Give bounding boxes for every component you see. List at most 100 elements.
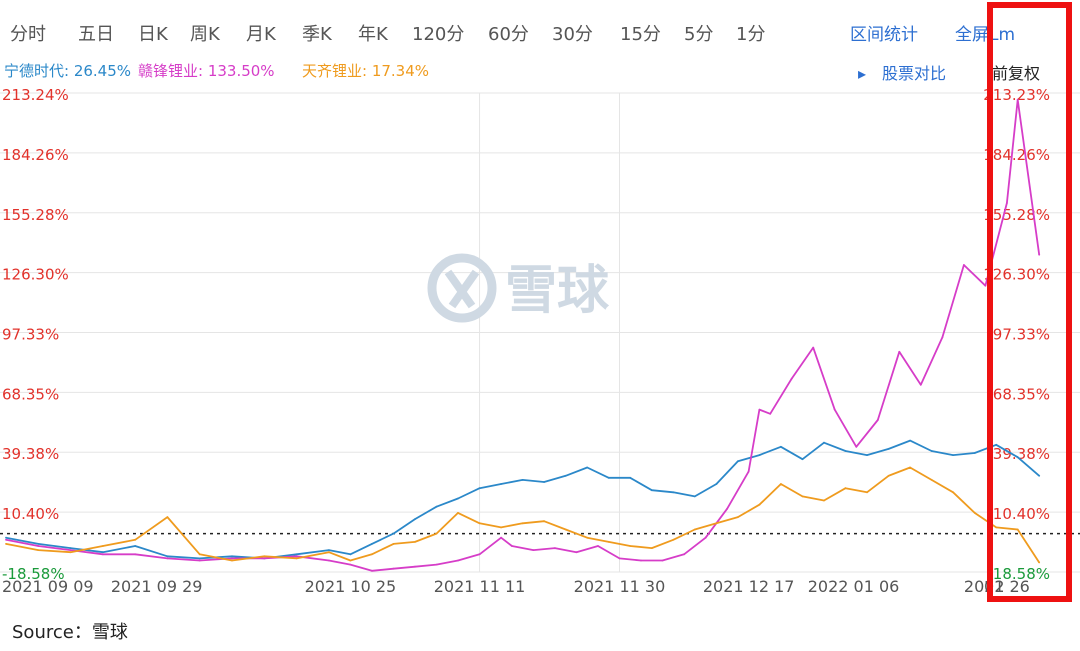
y-tick-right-7: 10.40% xyxy=(993,505,1050,523)
series-0-point-39 xyxy=(952,454,954,456)
period-tab-9[interactable]: 30分 xyxy=(552,24,593,45)
series-1-point-18 xyxy=(500,536,502,539)
source-caption: Source：雪球 xyxy=(12,622,128,643)
series-0-point-31 xyxy=(780,445,782,448)
series-1-point-15 xyxy=(435,563,438,566)
period-tab-11[interactable]: 5分 xyxy=(684,24,714,45)
series-0-point-5 xyxy=(166,555,169,558)
series-2-point-22 xyxy=(586,536,589,539)
series-1-point-16 xyxy=(457,559,459,562)
period-tab-1[interactable]: 五日 xyxy=(78,24,114,45)
series-2-point-16 xyxy=(457,512,459,514)
series-2-point-7 xyxy=(231,559,233,562)
series-0-point-40 xyxy=(973,452,976,454)
series-1-point-33 xyxy=(790,377,793,380)
series-0-point-20 xyxy=(543,481,545,483)
legend-item-catl: 宁德时代: 26.45% xyxy=(4,62,132,80)
series-1-point-29 xyxy=(726,507,728,510)
series-1-point-23 xyxy=(597,545,599,547)
series-2-point-2 xyxy=(69,551,72,554)
y-tick-right-3: 126.30% xyxy=(983,266,1050,284)
x-tick-3: 2021 11 11 xyxy=(434,577,526,596)
period-tab-2[interactable]: 日K xyxy=(138,24,168,45)
series-0-point-25 xyxy=(650,489,653,492)
y-tick-left-4: 97.33% xyxy=(2,326,59,344)
series-2-point-41 xyxy=(995,526,998,529)
series-1-point-22 xyxy=(575,551,578,554)
period-tab-12[interactable]: 1分 xyxy=(736,24,766,45)
series-0-point-30 xyxy=(758,454,761,456)
series-2-point-4 xyxy=(134,538,137,541)
series-1-point-35 xyxy=(833,408,836,411)
series-0-point-19 xyxy=(521,479,524,481)
series-2-point-5 xyxy=(166,516,169,518)
fullscreen-link[interactable]: 全屏Lm xyxy=(955,25,1016,45)
xueqiu-snowball-logo-icon xyxy=(427,253,497,323)
series-1-point-9 xyxy=(295,555,298,558)
series-1-point-4 xyxy=(134,553,137,556)
y-tick-right-2: 155.28% xyxy=(983,206,1050,224)
series-2-point-15 xyxy=(435,532,438,535)
series-0-point-38 xyxy=(930,450,933,452)
series-1-point-14 xyxy=(414,565,416,568)
range-stats-link[interactable]: 区间统计 xyxy=(850,25,918,45)
compare-toggle[interactable]: ▸ 股票对比 xyxy=(858,60,946,84)
series-2-point-10 xyxy=(328,551,330,554)
x-tick-2: 2021 10 25 xyxy=(305,577,397,596)
series-1-point-41 xyxy=(963,264,965,266)
series-1-point-24 xyxy=(618,557,621,560)
series-0-point-35 xyxy=(866,454,868,456)
series-1-point-37 xyxy=(876,419,879,421)
price-adjust-select[interactable]: 前复权 xyxy=(992,64,1041,83)
period-tab-0[interactable]: 分时 xyxy=(10,24,46,45)
period-tab-6[interactable]: 年K xyxy=(358,24,388,45)
period-tab-5[interactable]: 季K xyxy=(302,24,332,45)
series-1-point-26 xyxy=(661,559,664,562)
series-0-point-14 xyxy=(414,518,416,520)
series-2-point-30 xyxy=(758,503,761,506)
series-2-point-33 xyxy=(823,499,825,502)
series-0-point-12 xyxy=(371,543,373,545)
series-1-point-36 xyxy=(855,445,858,448)
series-2-point-19 xyxy=(521,522,524,525)
series-0-point-41 xyxy=(995,443,998,446)
series-2-point-9 xyxy=(295,557,298,560)
series-0-point-1 xyxy=(37,543,40,545)
period-tab-7[interactable]: 120分 xyxy=(412,24,465,45)
period-tab-10[interactable]: 15分 xyxy=(620,24,661,45)
series-0-point-6 xyxy=(198,557,201,560)
series-1-point-44 xyxy=(1016,98,1019,101)
series-2-point-34 xyxy=(844,487,847,490)
series-1-point-17 xyxy=(478,553,481,556)
series-0-point-7 xyxy=(231,555,233,558)
period-tab-4[interactable]: 月K xyxy=(246,24,276,45)
period-tab-8[interactable]: 60分 xyxy=(488,24,529,45)
series-2-point-27 xyxy=(693,528,696,531)
y-tick-right-5: 68.35% xyxy=(993,385,1050,403)
series-2-point-24 xyxy=(629,545,632,547)
x-tick-5: 2021 12 17 xyxy=(703,577,795,596)
x-tick-6: 2022 01 06 xyxy=(808,577,900,596)
period-tab-3[interactable]: 周K xyxy=(190,24,220,45)
series-2-point-29 xyxy=(737,516,739,518)
y-axis-right: 213.23% 184.26% 155.28% 126.30% 97.33% 68.35%… xyxy=(983,86,1050,583)
series-1-point-38 xyxy=(898,350,901,353)
y-tick-right-8: -18.58% xyxy=(987,565,1050,583)
series-2-point-18 xyxy=(500,526,502,529)
y-tick-left-2: 155.28% xyxy=(2,206,69,224)
x-axis: 2021 09 09 2021 09 29 2021 10 25 2021 11 11… xyxy=(2,577,1030,596)
series-2-point-0 xyxy=(5,543,7,545)
series-0-point-28 xyxy=(715,483,718,485)
y-tick-left-0: 213.24% xyxy=(2,86,69,104)
series-1-point-6 xyxy=(198,559,201,562)
series-2-point-36 xyxy=(887,474,890,477)
series-1-point-21 xyxy=(554,547,556,549)
series-1-point-0 xyxy=(5,538,7,541)
series-1-point-13 xyxy=(392,567,395,570)
series-1-point-43 xyxy=(1006,202,1008,204)
series-0-point-2 xyxy=(69,547,72,549)
series-2-point-3 xyxy=(102,545,104,547)
series-0-point-36 xyxy=(887,448,890,450)
series-2-point-17 xyxy=(478,522,481,525)
series-2-point-20 xyxy=(543,520,545,523)
